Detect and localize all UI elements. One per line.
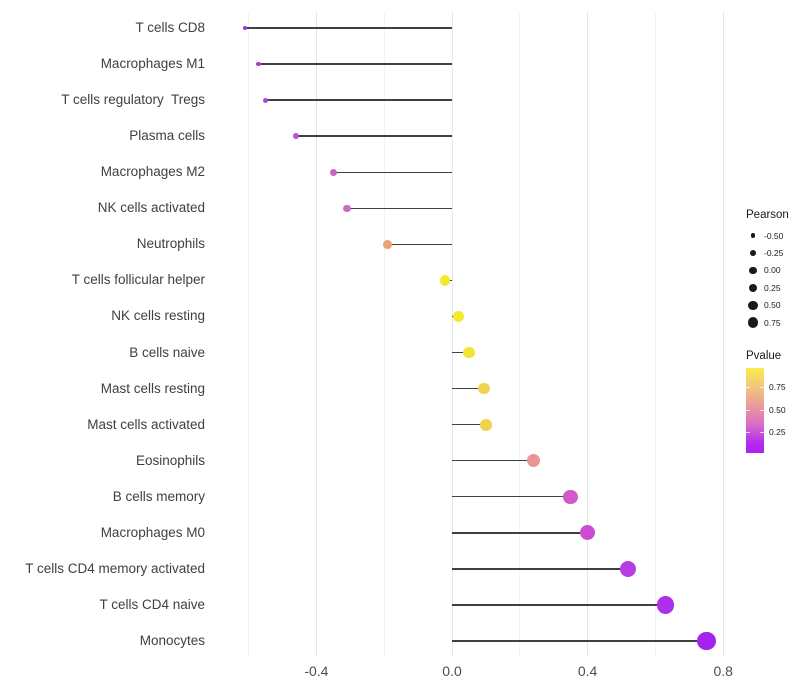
- category-label-nk-cells-activated: NK cells activated: [97, 200, 205, 216]
- category-label-eosinophils: Eosinophils: [135, 452, 205, 468]
- category-label-t-cells-follicular-helper: T cells follicular helper: [71, 272, 205, 288]
- data-point-nk-cells-activated: [343, 204, 351, 213]
- gridline-major: [315, 12, 317, 656]
- stem-nk-cells-activated: [346, 207, 452, 209]
- stem-t-cells-regulatory-tregs: [265, 99, 452, 101]
- colorbar-label-0.75: 0.75: [769, 382, 786, 392]
- data-point-b-cells-naive: [463, 346, 475, 359]
- stem-macrophages-m2: [333, 171, 452, 173]
- color-legend-title: Pvalue: [746, 350, 782, 362]
- data-point-neutrophils: [383, 239, 392, 249]
- stem-t-cells-cd4-memory-activated: [452, 568, 629, 570]
- size-legend-dot: [750, 233, 756, 238]
- stem-t-cells-cd8: [245, 27, 452, 29]
- gridline-minor: [519, 12, 521, 656]
- data-point-t-cells-cd4-naive: [656, 596, 675, 614]
- size-legend-label: 0.00: [764, 265, 781, 276]
- colorbar-tick: [760, 432, 764, 433]
- x-tick-label--0.4: -0.4: [304, 663, 329, 679]
- data-point-t-cells-cd4-memory-activated: [620, 560, 637, 577]
- data-point-nk-cells-resting: [453, 310, 465, 322]
- data-point-b-cells-memory: [563, 489, 578, 504]
- size-legend-entry: 0.25: [746, 279, 789, 296]
- size-legend-label: -0.25: [764, 248, 784, 259]
- data-point-t-cells-cd8: [243, 25, 248, 31]
- colorbar-label-0.50: 0.50: [769, 404, 786, 415]
- x-tick-label-0.8: 0.8: [713, 663, 733, 679]
- data-point-macrophages-m2: [329, 168, 337, 176]
- category-label-neutrophils: Neutrophils: [136, 236, 205, 252]
- category-label-t-cells-cd8: T cells CD8: [135, 20, 205, 35]
- data-point-mast-cells-resting: [478, 382, 491, 395]
- gridline-minor: [383, 12, 385, 656]
- size-legend-title: Pearson: [746, 209, 789, 221]
- category-label-t-cells-regulatory-tregs: T cells regulatory Tregs: [61, 92, 205, 108]
- size-legend-dot: [748, 300, 758, 310]
- size-legend-label: 0.25: [764, 282, 781, 293]
- data-point-macrophages-m0: [580, 525, 596, 541]
- x-tick-label-0.4: 0.4: [577, 663, 598, 679]
- size-legend-dot: [750, 250, 756, 257]
- size-legend-entry: 0.75: [746, 314, 789, 331]
- stem-monocytes: [452, 640, 707, 642]
- colorbar-tick: [760, 387, 764, 388]
- data-point-t-cells-follicular-helper: [439, 275, 451, 286]
- stem-macrophages-m1: [258, 63, 452, 65]
- pearson-size-legend: Pearson -0.50 -0.25 0.00 0.25 0.50 0.75: [746, 209, 789, 331]
- gridline-major: [587, 12, 589, 656]
- size-legend-dot: [747, 317, 759, 328]
- size-legend-entry: 0.50: [746, 297, 789, 314]
- size-legend-label: 0.50: [764, 300, 781, 311]
- gridline-major: [722, 12, 724, 656]
- data-point-plasma-cells: [293, 133, 300, 140]
- category-label-b-cells-memory: B cells memory: [112, 488, 205, 504]
- size-legend-dot: [748, 283, 758, 293]
- data-point-eosinophils: [526, 454, 540, 468]
- category-label-plasma-cells: Plasma cells: [129, 128, 205, 144]
- size-legend-label: -0.50: [764, 230, 784, 241]
- category-label-t-cells-cd4-memory-activated: T cells CD4 memory activated: [25, 560, 205, 576]
- stem-b-cells-memory: [452, 496, 571, 498]
- category-label-macrophages-m1: Macrophages M1: [100, 56, 205, 72]
- size-legend-entry: 0.00: [746, 262, 789, 279]
- colorbar-label-0.25: 0.25: [769, 427, 786, 437]
- stem-mast-cells-resting: [452, 387, 485, 390]
- stem-mast-cells-activated: [452, 423, 486, 426]
- category-label-mast-cells-resting: Mast cells resting: [100, 380, 205, 396]
- category-label-nk-cells-resting: NK cells resting: [111, 308, 205, 324]
- stem-t-cells-cd4-naive: [452, 604, 666, 606]
- plot-panel: [215, 10, 741, 658]
- data-point-monocytes: [696, 631, 716, 651]
- category-label-macrophages-m0: Macrophages M0: [100, 524, 205, 540]
- stem-neutrophils: [387, 243, 452, 246]
- size-legend-label: 0.75: [764, 317, 781, 328]
- size-legend-entry: -0.25: [746, 244, 789, 261]
- x-tick-label-0.0: 0.0: [442, 663, 462, 679]
- stem-b-cells-naive: [452, 351, 469, 354]
- gridline-minor: [248, 12, 250, 656]
- data-point-mast-cells-activated: [479, 418, 492, 431]
- data-point-macrophages-m1: [256, 61, 262, 67]
- size-legend-dot: [749, 266, 757, 275]
- colorbar-tick: [760, 409, 764, 411]
- data-point-t-cells-regulatory-tregs: [263, 97, 269, 103]
- gridline-minor: [654, 12, 656, 656]
- colorbar-tick: [746, 387, 750, 388]
- colorbar-tick: [746, 432, 750, 433]
- gridline-major: [451, 12, 453, 656]
- pvalue-color-legend: Pvalue 0.75 0.50 0.25: [746, 350, 786, 453]
- pvalue-colorbar: [746, 368, 764, 453]
- category-label-monocytes: Monocytes: [139, 633, 205, 649]
- size-legend-entries: -0.50 -0.25 0.00 0.25 0.50 0.75: [746, 227, 789, 331]
- category-label-macrophages-m2: Macrophages M2: [100, 164, 205, 180]
- stem-eosinophils: [452, 460, 534, 462]
- category-label-t-cells-cd4-naive: T cells CD4 naive: [99, 596, 205, 612]
- colorbar-tick: [746, 409, 750, 411]
- category-label-b-cells-naive: B cells naive: [129, 344, 205, 360]
- stem-macrophages-m0: [452, 532, 588, 534]
- size-legend-entry: -0.50: [746, 227, 789, 244]
- category-label-mast-cells-activated: Mast cells activated: [87, 416, 205, 432]
- stem-plasma-cells: [296, 135, 452, 137]
